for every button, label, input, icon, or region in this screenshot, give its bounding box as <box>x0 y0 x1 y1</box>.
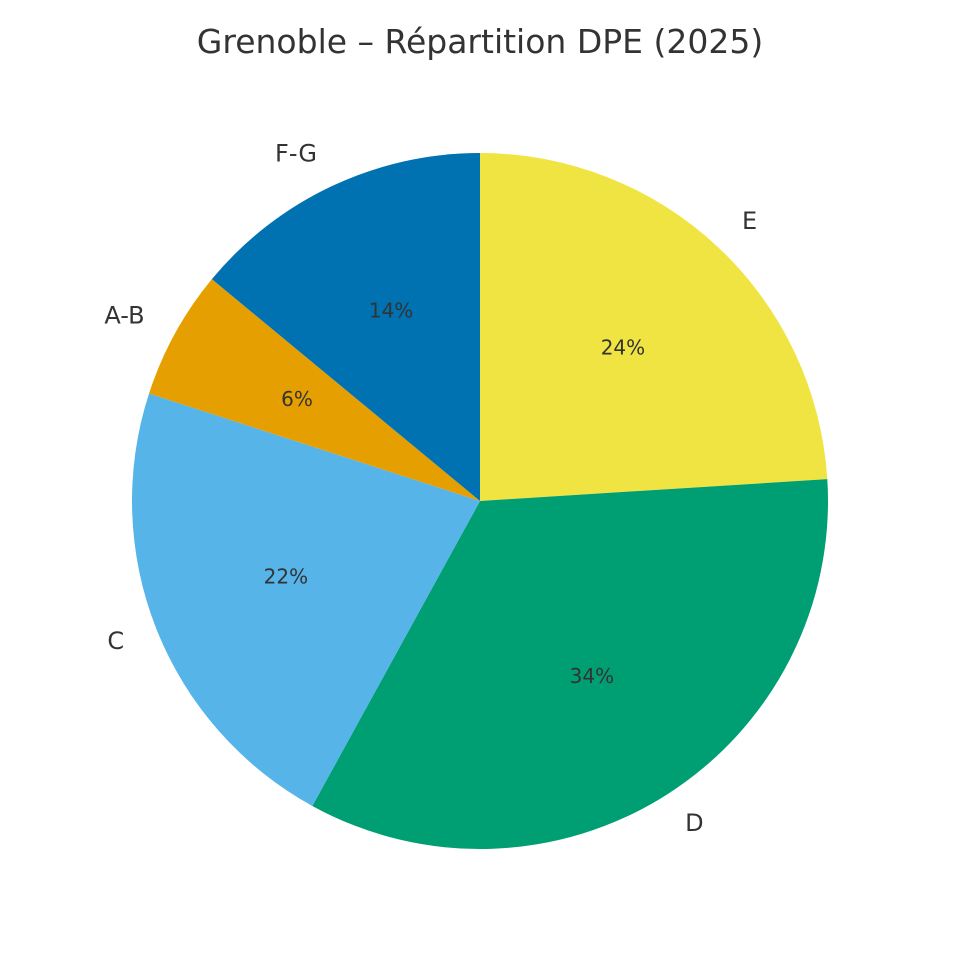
pct-label-f-g: 14% <box>369 299 413 323</box>
chart-title: Grenoble – Répartition DPE (2025) <box>196 22 764 61</box>
pct-label-e: 24% <box>601 335 645 359</box>
pct-label-a-b: 6% <box>281 387 313 411</box>
slices-layer <box>132 153 828 849</box>
pie-slice-f-g <box>211 153 480 501</box>
slice-label-c: C <box>107 627 124 655</box>
pie-slice-d <box>312 479 828 849</box>
pie-slice-c <box>132 393 481 806</box>
pct-label-d: 34% <box>570 664 614 688</box>
pct-label-c: 22% <box>264 564 308 588</box>
pie-slice-e <box>480 153 828 501</box>
slice-label-d: D <box>685 809 703 837</box>
slice-label-e: E <box>742 207 757 235</box>
slice-label-f-g: F-G <box>275 140 317 168</box>
slice-label-a-b: A-B <box>104 302 144 330</box>
labels-layer: E 24% D 34% C 22% A-B 6% F-G 14% <box>104 140 757 838</box>
pie-slice-a-b <box>149 279 480 501</box>
